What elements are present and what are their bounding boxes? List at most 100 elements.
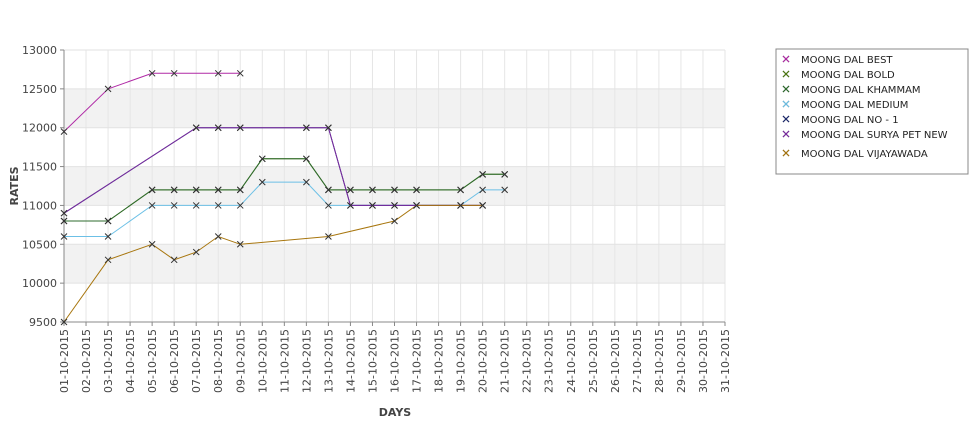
data-point-marker [192,248,200,256]
data-point-marker [413,202,420,209]
data-point-marker [214,124,222,132]
data-point-marker [347,186,354,194]
x-tick-label: 19-10-2015 [455,329,468,393]
data-point-marker [236,202,244,209]
tick-labels: 9500 10000 10500 11000 11500 12000 12500 13000 0… [22,44,732,393]
data-point-marker [104,256,112,264]
data-point-marker [170,202,178,209]
data-point-marker [148,69,156,77]
x-tick-label: 11-10-2015 [278,329,291,393]
legend-label: MOONG DAL BOLD [801,70,895,81]
data-point-marker [60,217,68,225]
data-point-marker [457,202,464,209]
axes [60,49,726,326]
data-point-marker [501,170,509,178]
x-tick-label: 21-10-2015 [499,329,512,393]
data-point-marker [170,256,178,264]
legend: MOONG DAL BEST MOONG DAL BOLD MOONG DAL KH… [775,48,969,175]
data-point-marker [214,186,222,194]
legend-label: MOONG DAL MEDIUM [801,100,908,111]
data-point-marker [104,85,112,93]
y-axis-title: RATES [8,166,21,205]
x-tick-label: 30-10-2015 [697,329,710,393]
legend-label: MOONG DAL BEST [801,55,893,66]
y-tick-label: 11500 [22,161,57,174]
data-point-marker [457,186,464,194]
data-point-marker [148,202,156,209]
data-point-marker [104,233,112,240]
y-tick-label: 10500 [22,238,57,251]
x-tick-label: 04-10-2015 [124,329,137,393]
legend-color-icon [782,70,790,78]
data-point-marker [369,186,376,194]
x-tick-label: 01-10-2015 [58,329,71,393]
data-point-marker [104,217,112,225]
x-tick-label: 24-10-2015 [565,329,578,393]
x-tick-label: 22-10-2015 [521,329,534,393]
x-tick-label: 05-10-2015 [146,329,159,393]
legend-color-icon [782,100,790,108]
data-point-marker [192,124,200,132]
data-point-marker [325,186,332,194]
x-tick-label: 29-10-2015 [675,329,688,393]
data-point-marker [258,155,266,163]
legend-box [775,48,969,175]
x-tick-label: 14-10-2015 [344,329,357,393]
x-tick-label: 10-10-2015 [256,329,269,393]
x-tick-label: 26-10-2015 [609,329,622,393]
x-tick-label: 27-10-2015 [631,329,644,393]
legend-label: MOONG DAL NO - 1 [801,115,899,126]
data-point-marker [60,233,68,240]
data-point-marker [214,233,222,240]
data-point-marker [369,202,376,209]
y-tick-label: 9500 [29,316,57,329]
x-tick-label: 23-10-2015 [543,329,556,393]
data-point-marker [303,124,310,132]
data-point-marker [148,186,156,194]
x-tick-label: 31-10-2015 [719,329,732,393]
grid-lines [63,49,726,323]
data-point-marker [148,240,156,248]
x-axis-title: DAYS [379,406,412,419]
data-point-marker [479,186,486,194]
legend-color-icon [782,130,790,138]
legend-color-icon [782,55,790,63]
data-point-marker [413,186,420,194]
x-tick-label: 07-10-2015 [190,329,203,393]
y-tick-label: 12000 [22,122,57,135]
legend-label: MOONG DAL VIJAYAWADA [801,149,928,160]
data-point-marker [214,202,222,209]
data-point-marker [391,217,398,225]
series-line [63,204,483,323]
x-tick-label: 16-10-2015 [389,329,402,393]
x-tick-label: 28-10-2015 [653,329,666,393]
x-tick-label: 25-10-2015 [587,329,600,393]
data-point-marker [236,69,244,77]
data-point-marker [325,124,332,132]
x-tick-label: 03-10-2015 [102,329,115,393]
data-point-marker [170,69,178,77]
data-point-marker [60,318,68,326]
legend-label: MOONG DAL SURYA PET NEW [801,130,948,141]
legend-color-icon [782,85,790,93]
x-tick-label: 12-10-2015 [300,329,313,393]
data-point-marker [258,178,266,186]
x-tick-label: 08-10-2015 [212,329,225,393]
data-point-marker [192,202,200,209]
x-tick-label: 02-10-2015 [80,329,93,393]
x-tick-label: 18-10-2015 [433,329,446,393]
y-tick-label: 10000 [22,277,57,290]
data-point-marker [214,69,222,77]
data-point-marker [479,202,486,209]
data-point-marker [303,155,310,163]
x-tick-label: 15-10-2015 [366,329,379,393]
data-point-marker [303,178,310,186]
data-point-marker [170,186,178,194]
legend-color-icon [782,149,790,157]
x-tick-label: 20-10-2015 [477,329,490,393]
data-point-marker [60,209,68,217]
data-point-marker [60,128,68,135]
data-point-marker [347,202,354,209]
